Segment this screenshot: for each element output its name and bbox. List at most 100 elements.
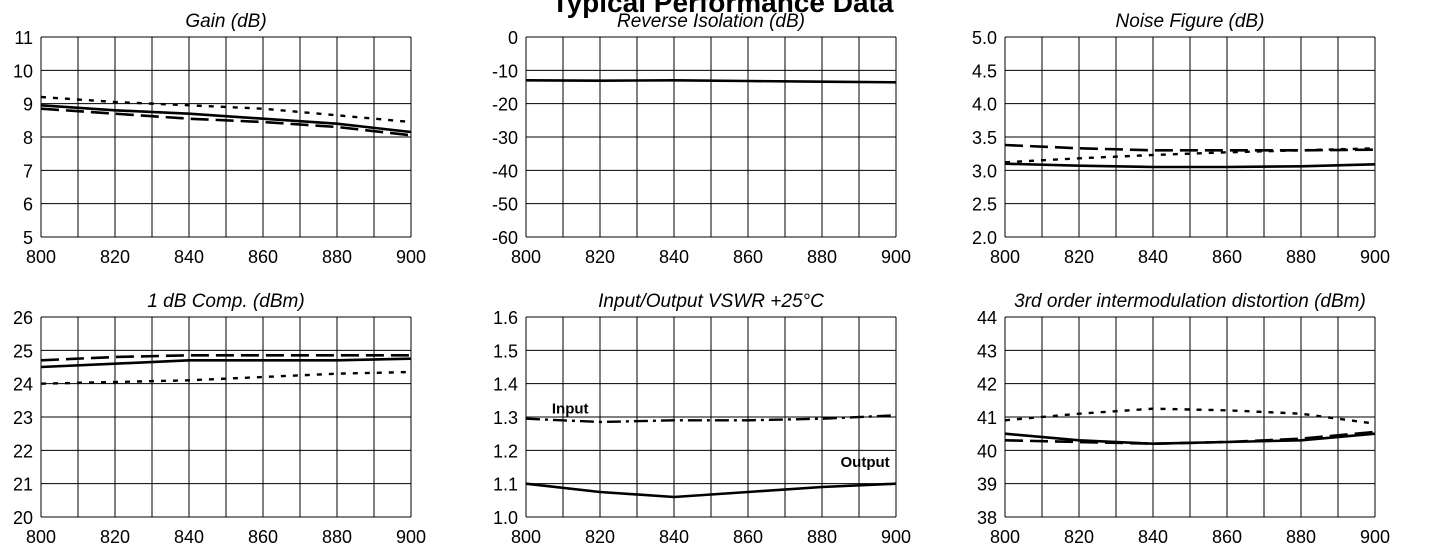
series-line-dotted <box>40 370 412 385</box>
y-tick-label: -30 <box>492 128 518 148</box>
y-tick-label: 1.1 <box>493 475 518 495</box>
series-line-solid <box>40 357 412 369</box>
series-line-dotted <box>1004 407 1376 425</box>
x-tick-label: 800 <box>511 247 541 267</box>
x-tick-label: 820 <box>1064 247 1094 267</box>
y-tick-label: 3.0 <box>972 161 997 181</box>
x-tick-label: 880 <box>807 247 837 267</box>
y-tick-label: 6 <box>23 195 33 215</box>
y-tick-label: 43 <box>977 341 997 361</box>
y-tick-label: 39 <box>977 475 997 495</box>
page-title: Typical Performance Data <box>551 0 894 18</box>
x-tick-label: 900 <box>881 527 911 547</box>
y-tick-label: 4.5 <box>972 61 997 81</box>
y-tick-label: 2.0 <box>972 228 997 248</box>
chart-2: Reverse Isolation (dB) -60 -50 -40 -30 -20 -10… <box>492 11 911 267</box>
x-tick-label: 860 <box>248 247 278 267</box>
y-tick-label: 10 <box>13 61 33 81</box>
x-tick-label: 820 <box>1064 527 1094 547</box>
series-line-solid <box>1004 162 1376 169</box>
x-tick-label: 880 <box>807 527 837 547</box>
series-line-solid <box>525 79 897 84</box>
series-line-dotted <box>40 95 412 124</box>
x-tick-label: 840 <box>1138 247 1168 267</box>
chart-title: Noise Figure (dB) <box>1116 11 1265 32</box>
y-tick-label: 22 <box>13 441 33 461</box>
y-tick-label: 7 <box>23 161 33 181</box>
y-tick-label: 2.5 <box>972 195 997 215</box>
series-line-dashed <box>1004 143 1376 152</box>
series-line-dashed <box>40 354 411 362</box>
grid <box>525 36 897 238</box>
y-tick-label: 1.0 <box>493 508 518 528</box>
chart-title: Reverse Isolation (dB) <box>617 11 805 32</box>
x-tick-label: 900 <box>881 247 911 267</box>
x-tick-label: 860 <box>1212 527 1242 547</box>
x-tick-label: 840 <box>174 527 204 547</box>
series-line-dashed <box>1004 430 1376 445</box>
x-tick-label: 840 <box>659 247 689 267</box>
y-tick-label: 1.5 <box>493 341 518 361</box>
x-tick-label: 880 <box>322 527 352 547</box>
x-tick-label: 900 <box>1360 247 1390 267</box>
y-tick-label: 9 <box>23 95 33 115</box>
y-tick-label: 0 <box>508 28 518 48</box>
x-tick-label: 820 <box>585 247 615 267</box>
y-tick-label: -60 <box>492 228 518 248</box>
annotation-label: Input <box>552 401 589 418</box>
x-tick-label: 860 <box>733 247 763 267</box>
y-tick-label: 11 <box>14 28 33 48</box>
x-tick-label: 820 <box>100 527 130 547</box>
y-tick-label: 25 <box>13 341 33 361</box>
y-tick-label: 3.5 <box>972 128 997 148</box>
y-tick-label: 42 <box>977 375 997 395</box>
chart-6: 3rd order intermodulation distortion (dB… <box>977 291 1390 547</box>
chart-title: 1 dB Comp. (dBm) <box>147 291 304 312</box>
grid <box>40 36 412 238</box>
grid <box>525 316 897 518</box>
y-tick-label: -20 <box>492 95 518 115</box>
x-tick-label: 800 <box>990 527 1020 547</box>
y-tick-label: 24 <box>13 375 33 395</box>
x-tick-label: 800 <box>26 527 56 547</box>
y-tick-label: -10 <box>492 61 518 81</box>
y-tick-label: 21 <box>13 475 33 495</box>
x-tick-label: 840 <box>174 247 204 267</box>
y-tick-label: 38 <box>977 508 997 528</box>
annotation-label: Output <box>841 454 890 471</box>
series-line-solid <box>525 482 897 499</box>
chart-3: Noise Figure (dB) 2.0 2.5 3.0 3.5 4.0 4.5 5.0 80… <box>972 11 1390 267</box>
x-tick-label: 820 <box>585 527 615 547</box>
chart-1: Gain (dB) 5 6 7 8 9 10 11 800 820 840 860 880 900 <box>13 11 426 267</box>
x-tick-label: 900 <box>396 247 426 267</box>
y-tick-label: -50 <box>492 195 518 215</box>
chart-5: Input/Output VSWR +25°C 1.0 1.1 1.2 1.3 1.4 1.… <box>493 291 911 547</box>
series-line-dotted <box>1004 147 1376 164</box>
chart-title: Gain (dB) <box>185 11 266 32</box>
y-tick-label: 40 <box>977 441 997 461</box>
x-tick-label: 800 <box>511 527 541 547</box>
y-tick-label: 26 <box>13 308 33 328</box>
y-tick-label: 44 <box>977 308 997 328</box>
x-tick-label: 900 <box>396 527 426 547</box>
series-line-dashed <box>40 107 412 137</box>
x-tick-label: 820 <box>100 247 130 267</box>
y-tick-label: 8 <box>23 128 33 148</box>
x-tick-label: 860 <box>733 527 763 547</box>
y-tick-label: 5 <box>23 228 33 248</box>
x-tick-label: 860 <box>248 527 278 547</box>
y-tick-label: 23 <box>13 408 33 428</box>
x-tick-label: 800 <box>26 247 56 267</box>
y-tick-label: 41 <box>977 408 997 428</box>
chart-4: 1 dB Comp. (dBm) 20 21 22 23 24 25 26 800 820 840 8… <box>13 291 426 547</box>
chart-title: Input/Output VSWR +25°C <box>598 291 824 312</box>
y-tick-label: 20 <box>13 508 33 528</box>
grid <box>1004 36 1376 238</box>
grid <box>40 316 412 518</box>
y-tick-label: 1.2 <box>493 441 518 461</box>
y-tick-label: 1.6 <box>493 308 518 328</box>
x-tick-label: 880 <box>322 247 352 267</box>
x-tick-label: 800 <box>990 247 1020 267</box>
x-tick-label: 880 <box>1286 247 1316 267</box>
